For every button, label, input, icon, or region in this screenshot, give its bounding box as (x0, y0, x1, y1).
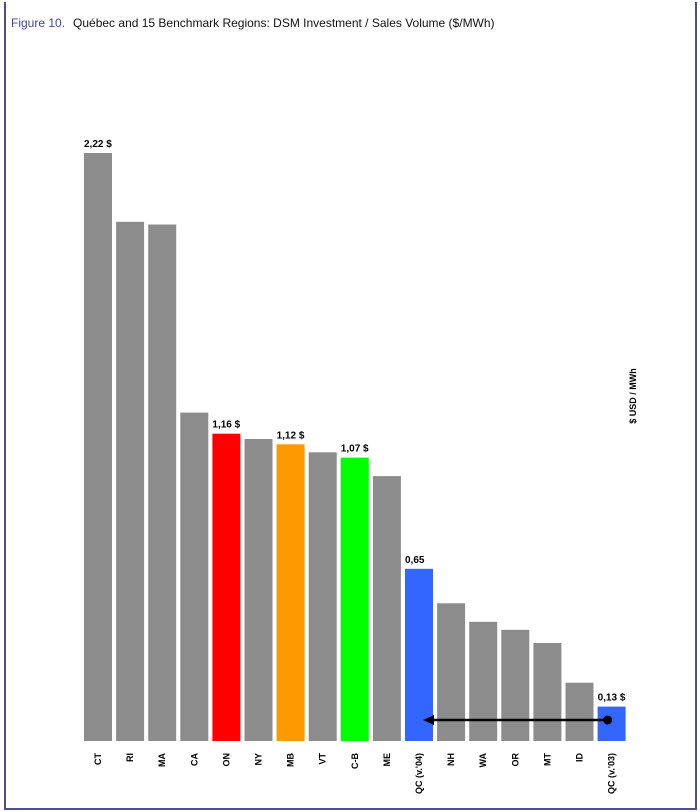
data-label-c-b: 1,07 $ (341, 444, 369, 455)
figure-frame (4, 2, 697, 810)
x-tick-label-ct: CT (93, 753, 103, 765)
bar-ca (180, 412, 209, 741)
x-tick-label-ri: RI (125, 753, 135, 762)
data-label-qc-v-03: 0,13 $ (598, 693, 626, 704)
bar-qc-v-04 (405, 568, 433, 741)
x-tick-label-ma: MA (157, 753, 167, 767)
bar-me (372, 476, 401, 741)
data-label-ct: 2,22 $ (84, 139, 112, 150)
bar-or (501, 629, 530, 741)
data-label-on: 1,16 $ (212, 420, 240, 431)
bar-mt (533, 643, 562, 741)
x-tick-label-qc-v-04: QC (v.'04) (414, 753, 424, 794)
arrow-tail-dot (603, 715, 613, 725)
bar-id (565, 682, 594, 741)
bar-ny (244, 439, 273, 741)
x-tick-label-mt: MT (542, 753, 552, 766)
bar-qc-v-03 (597, 706, 626, 741)
figure-label: Figure 10. (11, 16, 66, 30)
data-label-mb: 1,12 $ (277, 430, 305, 441)
x-tick-label-qc-v-03: QC (v.'03) (607, 753, 617, 794)
bar-ma (148, 224, 177, 741)
bar-ct (84, 153, 112, 741)
bar-vt (308, 452, 337, 741)
y-axis-label: $ USD / MWh (628, 368, 638, 424)
bar-ri (116, 221, 145, 742)
x-tick-label-on: ON (221, 753, 231, 767)
x-tick-label-c-b: C-B (350, 753, 360, 769)
x-tick-label-or: OR (510, 752, 520, 766)
x-tick-label-me: ME (382, 753, 392, 767)
x-tick-label-ca: CA (189, 753, 199, 766)
data-label-qc-v-04: 0,65 (405, 555, 425, 566)
bar-mb (276, 444, 305, 741)
x-tick-label-ny: NY (254, 753, 264, 766)
x-tick-label-id: ID (575, 752, 585, 762)
bar-nh (437, 603, 466, 741)
figure-title-text: Québec and 15 Benchmark Regions: DSM Inv… (73, 16, 495, 30)
bar-on (212, 433, 241, 741)
x-tick-label-mb: MB (286, 753, 296, 767)
arrow-head (423, 715, 434, 725)
bar-c-b (340, 457, 369, 741)
figure-title: Figure 10. Québec and 15 Benchmark Region… (11, 16, 495, 30)
x-tick-label-nh: NH (446, 753, 456, 766)
bar-wa (469, 621, 498, 741)
x-tick-label-wa: WA (478, 753, 488, 768)
x-tick-label-vt: VT (318, 753, 328, 765)
